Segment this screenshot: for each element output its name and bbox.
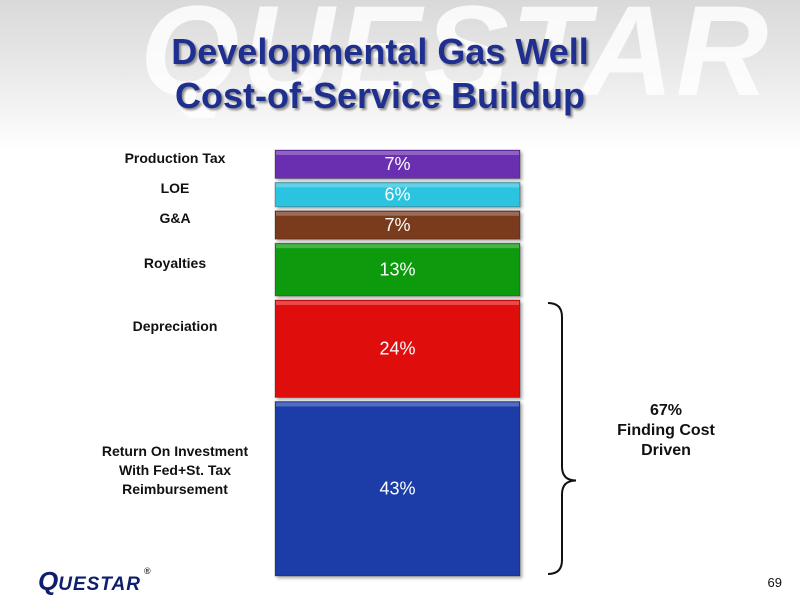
bar-segment	[274, 242, 521, 297]
bracket-label-line: 67%	[649, 402, 683, 419]
bar-value-label: 6%	[384, 185, 410, 205]
category-label: Return On Investment With Fed+St. Tax Reim…	[75, 442, 275, 499]
questar-logo: QUESTAR®	[38, 566, 151, 596]
bracket-label-line: Finding Cost	[617, 422, 715, 439]
bar-value-label: 7%	[384, 154, 410, 174]
bar-segment-highlight	[276, 211, 519, 216]
bracket-label-line: Driven	[641, 442, 691, 459]
curly-bracket	[547, 301, 577, 575]
bar-value-label: 13%	[379, 260, 415, 280]
title-line-1: Developmental Gas Well	[171, 31, 589, 72]
watermark-logo: QUESTAR	[140, 0, 771, 118]
bar-value-label: 7%	[384, 215, 410, 235]
bar-value-label: 24%	[379, 339, 415, 359]
category-label: LOE	[75, 179, 275, 198]
category-label: Depreciation	[75, 317, 275, 336]
title-line-2: Cost-of-Service Buildup	[174, 75, 586, 116]
category-label-line: Depreciation	[132, 318, 218, 335]
slide-title: Developmental Gas Well Cost-of-Service B…	[0, 30, 760, 118]
category-label-line: With Fed+St. Tax	[118, 461, 231, 478]
category-label-line: Reimbursement	[122, 480, 228, 497]
bar-value-label: 43%	[379, 479, 415, 499]
bracket-label: 67% Finding Cost Driven	[596, 401, 736, 461]
bar-segment	[274, 181, 521, 208]
bar-segment-highlight	[276, 151, 519, 155]
bar-segment	[274, 400, 521, 577]
category-label: G&A	[75, 209, 275, 228]
category-label-line: Production Tax	[124, 149, 226, 166]
bar-segment-highlight	[276, 300, 519, 305]
category-label-line: G&A	[159, 210, 191, 227]
category-label: Royalties	[75, 254, 275, 273]
bar-segment-highlight	[276, 402, 519, 407]
header-background	[0, 0, 800, 150]
category-label-line: Royalties	[143, 255, 207, 272]
category-label-line: LOE	[160, 180, 190, 197]
category-label-line: Return On Investment	[101, 442, 249, 459]
bar-segment-highlight	[276, 244, 519, 249]
category-label: Production Tax	[75, 149, 275, 168]
bar-segment	[274, 210, 521, 240]
page-number: 69	[767, 575, 782, 590]
bar-segment	[274, 149, 521, 179]
bar-segment-highlight	[276, 183, 519, 188]
bar-segment	[274, 299, 521, 398]
